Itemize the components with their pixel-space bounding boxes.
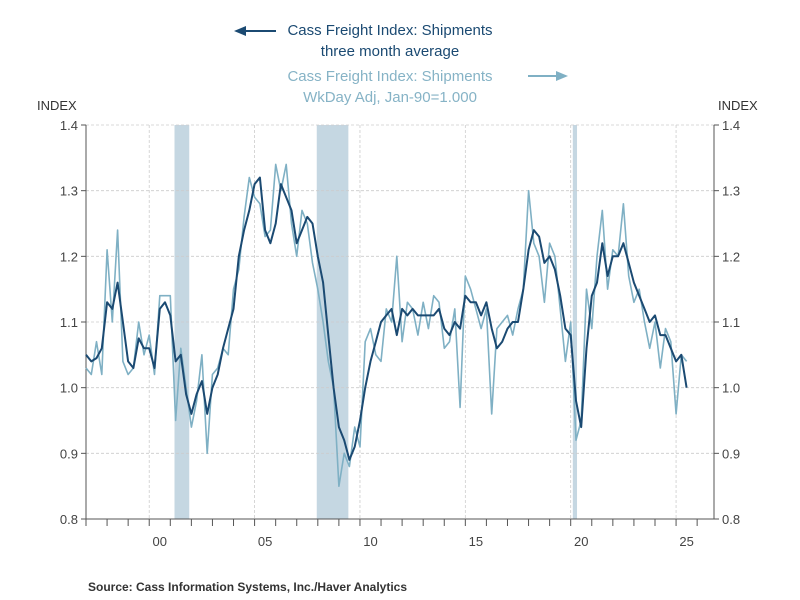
series-line-shipments-wkday-adj — [85, 163, 688, 487]
source-note: Source: Cass Information Systems, Inc./H… — [88, 580, 408, 594]
y-tick-label-right: 1.2 — [722, 249, 740, 264]
y-tick-label-right: 0.9 — [722, 446, 740, 461]
y-tick-label-left: 0.9 — [60, 446, 78, 461]
legend-raw-line1: Cass Freight Index: Shipments — [287, 68, 493, 85]
legend-raw: Cass Freight Index: Shipments WkDay Adj,… — [240, 66, 540, 108]
recession-band — [316, 125, 349, 519]
y-tick-label-left: 0.8 — [60, 512, 78, 527]
x-tick-label: 00 — [153, 534, 167, 549]
legend-raw-line2: WkDay Adj, Jan-90=1.000 — [303, 89, 477, 106]
y-tick-label-left: 1.2 — [60, 249, 78, 264]
legend-avg-line1: Cass Freight Index: Shipments — [287, 22, 493, 39]
y-tick-label-right: 1.3 — [722, 184, 740, 199]
y-axis-label-right: INDEX — [718, 98, 758, 113]
series-line-three-month-average — [85, 176, 688, 461]
x-tick-label: 10 — [363, 534, 377, 549]
y-tick-label-left: 1.0 — [60, 381, 78, 396]
y-tick-label-right: 1.0 — [722, 381, 740, 396]
y-tick-label-right: 1.4 — [722, 118, 740, 133]
legend-avg-line2: three month average — [320, 43, 460, 60]
recession-band — [572, 125, 578, 519]
y-tick-label-left: 1.4 — [60, 118, 78, 133]
x-tick-label: 25 — [679, 534, 693, 549]
recession-band — [174, 125, 190, 519]
y-axis-label-left: INDEX — [37, 98, 77, 113]
legend-avg: Cass Freight Index: Shipments three mont… — [240, 20, 540, 62]
plot-area: 0.8 0.8 0.9 0.9 1.0 1.0 1.1 1.1 1.2 1.2 1.3 1.3 1.4 1… — [60, 118, 740, 549]
y-tick-label-right: 1.1 — [722, 315, 740, 330]
x-tick-label: 15 — [469, 534, 483, 549]
x-tick-label: 20 — [574, 534, 588, 549]
y-tick-label-left: 1.1 — [60, 315, 78, 330]
y-tick-label-left: 1.3 — [60, 184, 78, 199]
y-tick-label-right: 0.8 — [722, 512, 740, 527]
x-tick-label: 05 — [258, 534, 272, 549]
